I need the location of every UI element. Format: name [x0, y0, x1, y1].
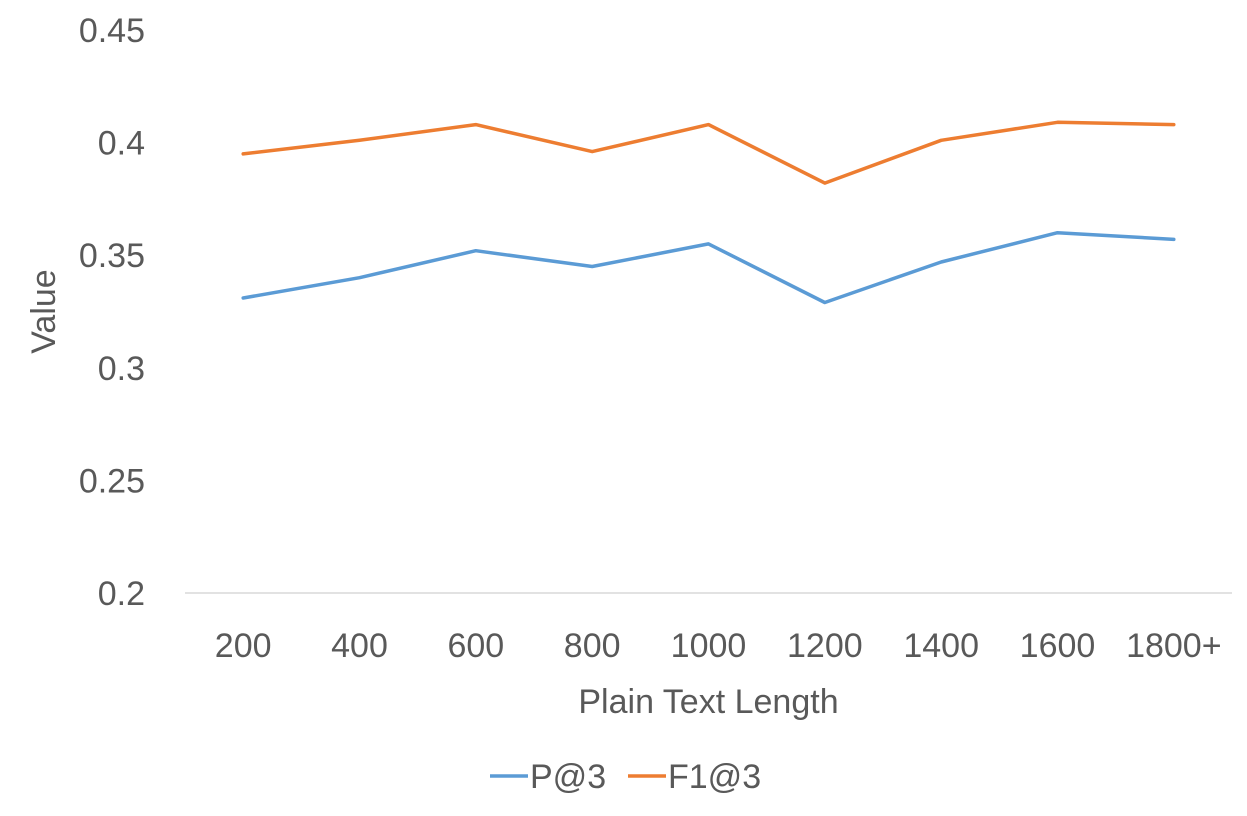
x-tick-label: 1400	[903, 627, 979, 665]
x-tick-label: 1600	[1020, 627, 1096, 665]
y-tick-label: 0.3	[98, 350, 145, 388]
x-tick-label: 200	[215, 627, 272, 665]
series-line-f1-3	[241, 120, 1176, 185]
x-axis-title: Plain Text Length	[578, 683, 838, 721]
legend-label-f1-3: F1@3	[668, 758, 761, 796]
y-axis-title: Value	[25, 269, 63, 353]
x-tick-label: 800	[564, 627, 621, 665]
legend: P@3 F1@3	[490, 758, 761, 796]
y-tick-label: 0.4	[98, 125, 145, 163]
x-tick-label: 1200	[787, 627, 863, 665]
x-tick-label: 1000	[671, 627, 747, 665]
x-axis-tick-labels: 200 400 600 800 1000 1200 1400 1600 1800+	[215, 627, 1222, 665]
y-tick-label: 0.25	[79, 462, 145, 500]
series-lines	[241, 120, 1176, 305]
y-axis-tick-labels: 0.2 0.25 0.3 0.35 0.4 0.45	[79, 12, 145, 613]
legend-label-p3: P@3	[530, 758, 606, 796]
y-tick-label: 0.45	[79, 12, 145, 50]
y-tick-label: 0.2	[98, 575, 145, 613]
x-tick-label: 1800+	[1126, 627, 1222, 665]
x-tick-label: 600	[447, 627, 504, 665]
x-tick-label: 400	[331, 627, 388, 665]
series-line-p3	[241, 230, 1176, 305]
y-tick-label: 0.35	[79, 237, 145, 275]
